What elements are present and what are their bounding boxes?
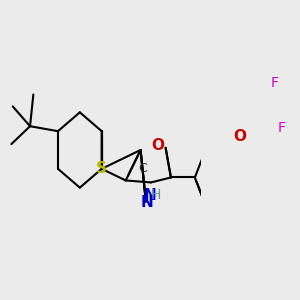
Text: C: C [139, 161, 148, 175]
Text: N: N [143, 188, 156, 203]
Text: F: F [277, 121, 285, 135]
Text: S: S [96, 161, 107, 176]
Text: O: O [234, 129, 247, 144]
Text: F: F [271, 76, 279, 90]
Text: N: N [140, 195, 153, 210]
Text: O: O [151, 138, 164, 153]
Text: H: H [151, 188, 161, 202]
